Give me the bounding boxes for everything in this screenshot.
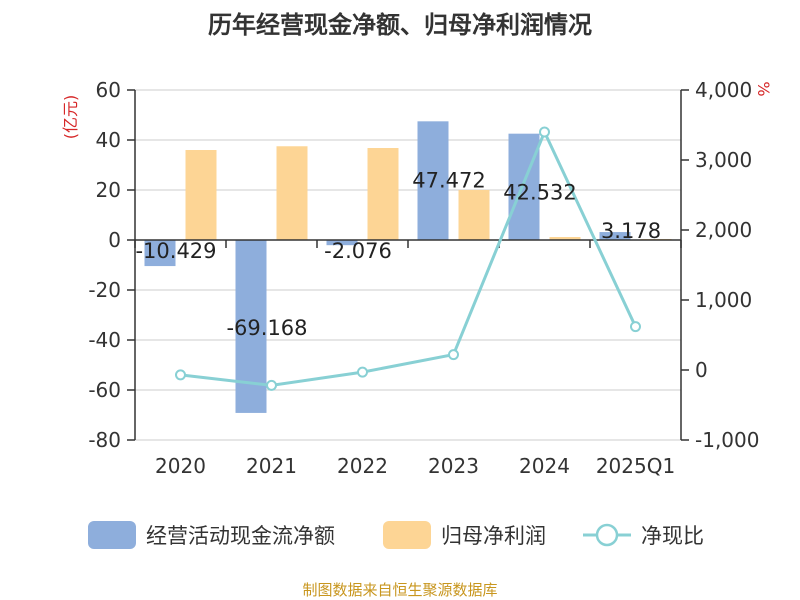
plot-area: 60 40 20 0 -20 -40 -60 -80 4,000 3,000 2,000 1,000 0… bbox=[88, 78, 759, 478]
source-note: 制图数据来自恒生聚源数据库 bbox=[302, 581, 497, 599]
right-tick-label: 0 bbox=[695, 358, 708, 382]
bar-netprofit bbox=[549, 237, 581, 240]
chart-title: 历年经营现金净额、归母净利润情况 bbox=[208, 11, 592, 39]
bar-netprofit bbox=[185, 150, 217, 240]
ratio-point bbox=[630, 321, 641, 333]
bar-cashflow bbox=[599, 232, 631, 240]
legend: 经营活动现金流净额 归母净利润 净现比 bbox=[88, 521, 704, 549]
x-category-label: 2025Q1 bbox=[596, 454, 675, 478]
legend-label: 净现比 bbox=[641, 524, 704, 548]
ratio-point bbox=[539, 126, 550, 138]
ratio-line bbox=[180, 128, 637, 387]
bar-cashflow bbox=[144, 240, 176, 267]
left-tick-label: 0 bbox=[108, 228, 121, 252]
legend-swatch-netprofit bbox=[383, 521, 431, 549]
legend-swatch-cashflow bbox=[88, 521, 136, 549]
data-label: -10.429 bbox=[135, 239, 216, 263]
data-label: -69.168 bbox=[226, 316, 307, 340]
ratio-point bbox=[448, 349, 459, 361]
left-tick-label: 40 bbox=[96, 128, 121, 152]
data-label: 3.178 bbox=[601, 219, 661, 243]
bar-cashflow bbox=[326, 240, 358, 246]
right-tick-label: 1,000 bbox=[695, 288, 752, 312]
left-tick-label: -20 bbox=[88, 278, 121, 302]
ratio-point bbox=[357, 366, 368, 378]
bar-cashflow bbox=[417, 121, 449, 240]
left-tick-label: 20 bbox=[96, 178, 121, 202]
x-category-label: 2023 bbox=[428, 454, 479, 478]
bar-netprofit bbox=[367, 148, 399, 240]
legend-swatch-ratio-marker bbox=[595, 523, 619, 547]
legend-label: 经营活动现金流净额 bbox=[146, 524, 335, 548]
x-category-label: 2020 bbox=[155, 454, 206, 478]
ratio-point bbox=[175, 369, 186, 381]
right-tick-label: 2,000 bbox=[695, 218, 752, 242]
left-axis-unit: (亿元) bbox=[61, 95, 80, 140]
bar-cashflow bbox=[508, 133, 540, 240]
right-tick-label: -1,000 bbox=[695, 428, 759, 452]
x-category-label: 2022 bbox=[337, 454, 388, 478]
left-tick-label: 60 bbox=[96, 78, 121, 102]
data-label: 42.532 bbox=[503, 181, 576, 205]
left-tick-label: -80 bbox=[88, 428, 121, 452]
x-category-label: 2021 bbox=[246, 454, 297, 478]
bar-netprofit bbox=[458, 190, 490, 240]
right-axis-unit: % bbox=[754, 81, 773, 96]
left-tick-label: -60 bbox=[88, 378, 121, 402]
ratio-point bbox=[266, 379, 277, 391]
legend-label: 归母净利润 bbox=[441, 524, 546, 548]
bar-netprofit bbox=[276, 146, 308, 240]
data-label: -2.076 bbox=[324, 239, 392, 263]
data-label: 47.472 bbox=[412, 168, 485, 192]
right-tick-label: 3,000 bbox=[695, 148, 752, 172]
x-category-label: 2024 bbox=[519, 454, 570, 478]
left-tick-label: -40 bbox=[88, 328, 121, 352]
right-tick-label: 4,000 bbox=[695, 78, 752, 102]
